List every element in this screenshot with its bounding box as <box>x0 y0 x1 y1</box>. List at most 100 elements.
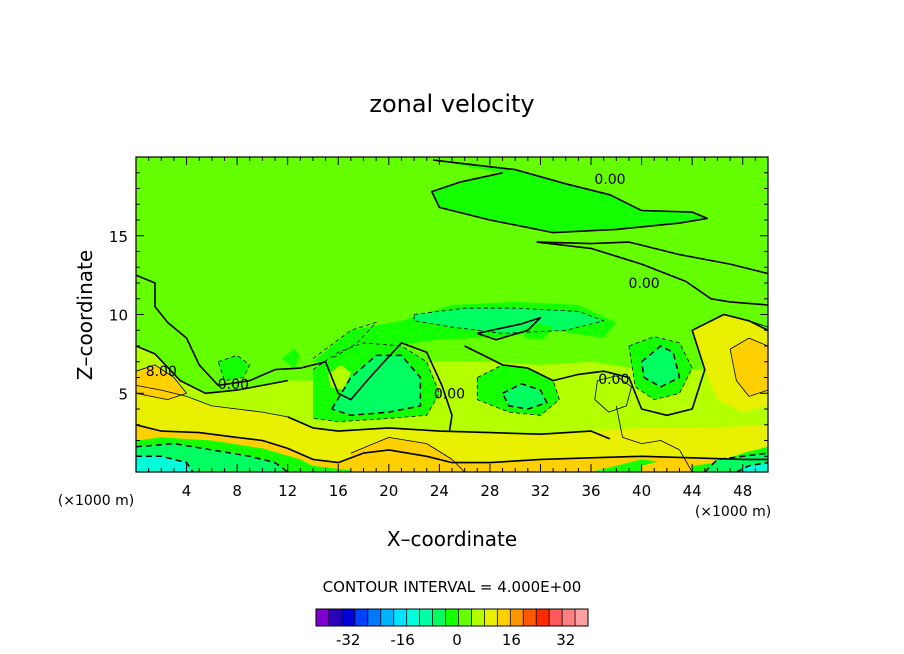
x-tick-label: 20 <box>379 482 398 500</box>
contour-line-dashed-0 <box>331 354 422 417</box>
contour-region-18 <box>414 308 604 334</box>
x-tick-label: 44 <box>683 482 702 500</box>
contour-line-thin-solid-2 <box>729 337 768 397</box>
contour-region-32 <box>536 242 768 305</box>
x-unit-right: (×1000 m) <box>695 504 771 520</box>
chart-title: zonal velocity <box>369 90 534 118</box>
contour-line-solid-4 <box>136 345 288 395</box>
contour-region-29 <box>275 383 307 406</box>
y-tick-label: 5 <box>118 385 128 403</box>
contour-line-thin-dashed-3 <box>628 336 693 401</box>
y-axis-label: Z–coordinate <box>73 250 97 380</box>
colorbar-swatch <box>341 609 356 626</box>
contour-line-dashed-6 <box>736 461 768 472</box>
contour-label-4: 0.00 <box>434 386 465 402</box>
contour-label-5: 0.00 <box>598 372 629 388</box>
contour-region-25 <box>218 355 250 381</box>
contour-line-solid-7 <box>287 416 611 440</box>
contour-line-thin-solid-0 <box>136 385 288 418</box>
contour-region-10 <box>736 462 768 472</box>
x-tick-label: 48 <box>733 482 752 500</box>
colorbar-swatch <box>536 609 550 626</box>
colorbar-tick-label: -16 <box>390 631 415 649</box>
contour-line-thin-solid-3 <box>350 436 465 472</box>
colorbar <box>315 608 589 627</box>
colorbar-tick-label: 16 <box>502 631 521 649</box>
contour-label-2: 8.00 <box>146 364 177 380</box>
colorbar-swatch <box>549 609 563 626</box>
plot-area <box>136 157 768 472</box>
contour-line-solid-3 <box>536 241 768 275</box>
colorbar-tick-label: 32 <box>556 631 575 649</box>
contour-region-26 <box>281 349 301 369</box>
colorbar-frame <box>315 608 589 627</box>
x-axis-label: X–coordinate <box>387 527 517 551</box>
contour-line-thin-solid-6 <box>615 405 693 472</box>
contour-lines <box>136 159 768 472</box>
colorbar-tick-label: 0 <box>452 631 462 649</box>
colorbar-swatch <box>445 609 459 626</box>
y-axis-ticks: 5 10 15 <box>109 172 768 457</box>
contour-line-thin-solid-5 <box>594 375 632 413</box>
contour-region-9 <box>136 456 193 472</box>
contour-line-dashed-5 <box>704 452 768 472</box>
contour-line-dashed-4 <box>136 455 194 472</box>
x-tick-label: 28 <box>480 482 499 500</box>
contour-line-thin-dashed-5 <box>312 321 377 359</box>
contour-region-20 <box>331 355 421 416</box>
colorbar-swatch <box>523 609 537 626</box>
contour-region-31 <box>431 160 708 233</box>
contour-labels: 0.00 0.00 8.00 0.00 0.00 0.00 <box>146 172 660 402</box>
x-tick-label: 8 <box>232 482 242 500</box>
contour-line-solid-1 <box>430 159 709 234</box>
colorbar-swatch <box>562 609 576 626</box>
contour-label-0: 0.00 <box>594 172 625 188</box>
contour-line-thin-dashed-2 <box>476 364 560 416</box>
colorbar-swatch <box>354 609 369 626</box>
contour-region-24 <box>641 346 680 387</box>
contour-region-16 <box>730 338 768 397</box>
colorbar-swatch <box>316 609 330 626</box>
colorbar-swatch <box>458 609 472 626</box>
contour-region-27 <box>594 375 632 413</box>
colorbar-tick-label: -32 <box>336 631 361 649</box>
contour-line-dashed-2 <box>640 345 681 388</box>
contour-region-13 <box>521 459 585 472</box>
colorbar-swatch <box>328 609 343 626</box>
contour-line-thin-dashed-1 <box>312 342 440 423</box>
x-tick-label: 16 <box>329 482 348 500</box>
contour-line-solid-2 <box>536 241 768 306</box>
x-tick-label: 12 <box>278 482 297 500</box>
contour-label-3: 0.00 <box>218 377 249 393</box>
x-tick-label: 36 <box>581 482 600 500</box>
x-tick-label: 4 <box>182 482 192 500</box>
contour-region-11 <box>350 437 465 472</box>
y-tick-label: 15 <box>109 228 128 246</box>
contour-label-1: 0.00 <box>629 276 660 292</box>
colorbar-swatch <box>380 609 395 626</box>
colorbar-swatch <box>510 609 524 626</box>
colorbar-swatch <box>432 609 446 626</box>
x-tick-label: 40 <box>632 482 651 500</box>
x-tick-label: 32 <box>531 482 550 500</box>
colorbar-swatch <box>393 609 407 626</box>
contour-line-dashed-1 <box>501 383 548 410</box>
contour-line-dashed-3 <box>136 442 289 472</box>
colorbar-swatch <box>406 609 420 626</box>
contour-line-solid-8 <box>477 316 542 341</box>
colorbar-swatch <box>497 609 511 626</box>
contour-line-solid-6 <box>136 424 768 464</box>
contour-line-thin-solid-1 <box>692 314 768 331</box>
contour-interval-text: CONTOUR INTERVAL = 4.000E+00 <box>323 578 582 596</box>
colorbar-swatch <box>575 609 589 626</box>
colorbar-tick-labels: -32 -16 0 16 32 <box>336 631 575 649</box>
contour-region-22 <box>502 383 547 409</box>
colorbar-swatch <box>367 609 382 626</box>
x-unit-left: (×1000 m) <box>58 493 134 509</box>
colorbar-swatch <box>484 609 498 626</box>
contour-line-thin-dashed-4 <box>217 354 251 382</box>
contour-line-thin-dashed-0 <box>413 307 605 334</box>
x-tick-label: 24 <box>430 482 449 500</box>
y-tick-label: 10 <box>109 307 128 325</box>
